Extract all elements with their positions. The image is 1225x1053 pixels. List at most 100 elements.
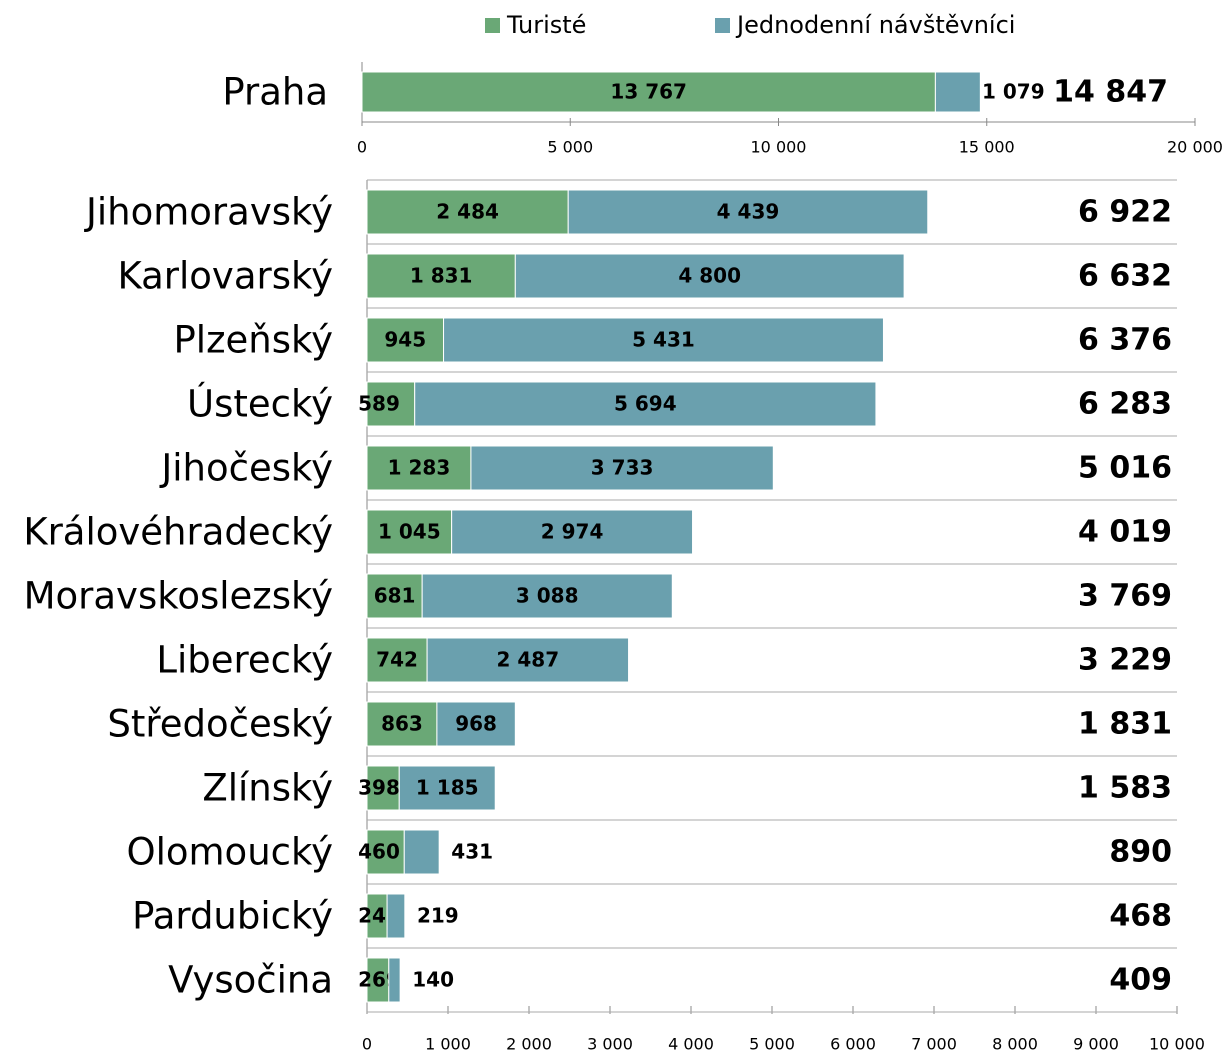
value-label: 3 733	[591, 456, 654, 480]
total-label: 6 632	[1078, 259, 1172, 294]
category-label: Jihomoravský	[84, 191, 333, 234]
value-label: 589	[358, 392, 400, 416]
total-label: 468	[1109, 899, 1172, 934]
category-label: Moravskoslezský	[24, 575, 333, 618]
total-label: 409	[1109, 963, 1172, 998]
x-tick-label: 3 000	[587, 1035, 633, 1053]
x-tick-label: 5 000	[547, 138, 593, 157]
legend-label: Turisté	[506, 11, 586, 39]
category-label: Pardubický	[132, 895, 333, 938]
total-label: 890	[1109, 835, 1172, 870]
bar-segment	[366, 445, 472, 491]
bar-segment	[567, 189, 929, 235]
x-tick-label: 1 000	[425, 1035, 471, 1053]
value-label: 398	[358, 776, 400, 800]
x-tick-label: 0	[362, 1035, 372, 1053]
category-label: Královéhradecký	[23, 511, 333, 554]
x-tick-label: 8 000	[992, 1035, 1038, 1053]
total-label: 6 376	[1078, 323, 1172, 358]
total-label: 6 283	[1078, 387, 1172, 422]
category-label: Plzeňský	[173, 319, 333, 362]
bar-segment	[366, 189, 569, 235]
value-label: 5 431	[632, 328, 695, 352]
total-label: 4 019	[1078, 515, 1172, 550]
bar-segment	[934, 71, 981, 113]
value-label: 1 283	[388, 456, 451, 480]
category-label: Liberecký	[156, 639, 333, 682]
value-label: 4 800	[678, 264, 741, 288]
value-label: 968	[455, 712, 497, 736]
bar-segment	[421, 573, 673, 619]
x-tick-label: 7 000	[911, 1035, 957, 1053]
legend-label: Jednodenní návštěvníci	[735, 11, 1015, 39]
value-label: 140	[412, 968, 454, 992]
value-label: 431	[451, 840, 493, 864]
x-tick-label: 5 000	[749, 1035, 795, 1053]
value-label: 1 079	[982, 80, 1045, 104]
bar-segment	[443, 317, 884, 363]
category-label: Praha	[222, 71, 328, 114]
bar-segment	[514, 253, 905, 299]
bar-segment	[436, 701, 516, 747]
x-tick-label: 6 000	[830, 1035, 876, 1053]
category-label: Zlínský	[202, 767, 333, 810]
total-label: 14 847	[1053, 75, 1168, 110]
legend-swatch	[485, 18, 500, 33]
x-tick-label: 15 000	[959, 138, 1015, 157]
value-label: 945	[384, 328, 426, 352]
category-label: Vysočina	[168, 959, 333, 1002]
value-label: 2 487	[497, 648, 560, 672]
value-label: 13 767	[610, 80, 687, 104]
bar-segment	[386, 893, 406, 939]
total-label: 3 769	[1078, 579, 1172, 614]
bar-segment	[366, 573, 423, 619]
bar-segment	[366, 317, 445, 363]
bar-segment	[451, 509, 694, 555]
bar-segment	[403, 829, 440, 875]
bar-segment	[366, 509, 453, 555]
bar-segment	[366, 701, 438, 747]
bar-segment	[470, 445, 774, 491]
value-label: 1 831	[410, 264, 473, 288]
x-tick-label: 0	[357, 138, 367, 157]
bar-segment	[398, 765, 496, 811]
x-tick-label: 20 000	[1167, 138, 1223, 157]
total-label: 5 016	[1078, 451, 1172, 486]
value-label: 4 439	[717, 200, 780, 224]
value-label: 2 974	[541, 520, 604, 544]
value-label: 2 484	[436, 200, 499, 224]
value-label: 863	[381, 712, 423, 736]
x-tick-label: 4 000	[668, 1035, 714, 1053]
x-tick-label: 2 000	[506, 1035, 552, 1053]
category-label: Ústecký	[187, 382, 333, 426]
category-label: Jihočeský	[159, 447, 333, 490]
value-label: 3 088	[516, 584, 579, 608]
bar-segment	[426, 637, 630, 683]
value-label: 681	[374, 584, 416, 608]
x-tick-label: 9 000	[1073, 1035, 1119, 1053]
category-label: Karlovarský	[118, 255, 333, 298]
x-tick-label: 10 000	[751, 138, 807, 157]
category-label: Středočeský	[107, 703, 333, 746]
value-label: 460	[358, 840, 400, 864]
value-label: 1 185	[416, 776, 479, 800]
bar-segment	[414, 381, 877, 427]
value-label: 219	[417, 904, 459, 928]
bar-segment	[366, 381, 416, 427]
value-label: 1 045	[378, 520, 441, 544]
total-label: 3 229	[1078, 643, 1172, 678]
bar-segment	[366, 829, 405, 875]
total-label: 6 922	[1078, 195, 1172, 230]
x-tick-label: 10 000	[1149, 1035, 1205, 1053]
total-label: 1 831	[1078, 707, 1172, 742]
legend-swatch	[715, 18, 730, 33]
total-label: 1 583	[1078, 771, 1172, 806]
bar-segment	[361, 71, 936, 113]
category-label: Olomoucký	[126, 831, 333, 874]
bar-segment	[388, 957, 401, 1003]
bar-segment	[366, 765, 400, 811]
value-label: 5 694	[614, 392, 677, 416]
value-label: 742	[376, 648, 418, 672]
bar-segment	[366, 253, 516, 299]
